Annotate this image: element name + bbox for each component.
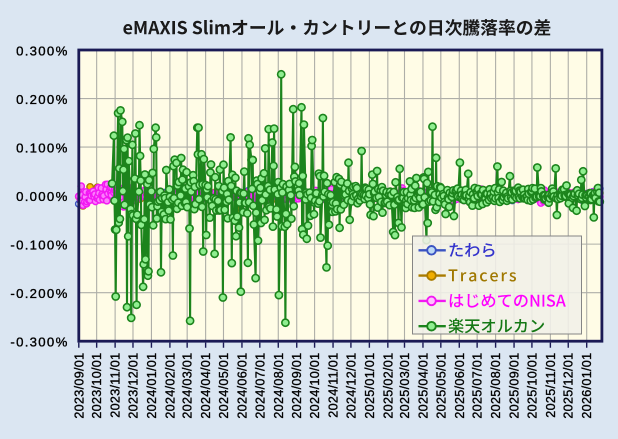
svg-text:-0.200%: -0.200% [10, 286, 68, 301]
svg-text:2025/11/01: 2025/11/01 [544, 353, 558, 418]
svg-text:2025/07/01: 2025/07/01 [471, 353, 485, 419]
svg-text:2024/01/01: 2024/01/01 [145, 353, 159, 419]
svg-text:2025/09/01: 2025/09/01 [508, 353, 522, 419]
svg-text:2023/12/01: 2023/12/01 [127, 353, 141, 419]
svg-text:0.000%: 0.000% [16, 189, 69, 204]
svg-text:2024/06/01: 2024/06/01 [235, 353, 249, 419]
svg-text:2024/04/01: 2024/04/01 [199, 353, 213, 419]
svg-text:2025/08/01: 2025/08/01 [489, 353, 503, 419]
svg-text:2024/11/01: 2024/11/01 [327, 353, 341, 418]
svg-text:2023/10/01: 2023/10/01 [90, 353, 104, 419]
svg-text:2023/11/01: 2023/11/01 [109, 353, 123, 418]
svg-text:0.300%: 0.300% [16, 44, 69, 59]
svg-text:2023/09/01: 2023/09/01 [72, 353, 86, 419]
svg-text:2025/12/01: 2025/12/01 [562, 353, 576, 419]
svg-text:2025/06/01: 2025/06/01 [453, 353, 467, 419]
svg-text:2026/01/01: 2026/01/01 [580, 353, 594, 419]
svg-text:2024/09/01: 2024/09/01 [290, 353, 304, 419]
svg-text:2024/03/01: 2024/03/01 [181, 353, 195, 419]
svg-text:2024/02/01: 2024/02/01 [163, 353, 177, 419]
svg-text:-0.300%: -0.300% [10, 335, 68, 350]
svg-text:2025/03/01: 2025/03/01 [398, 353, 412, 419]
svg-text:0.100%: 0.100% [16, 141, 69, 156]
svg-text:2025/10/01: 2025/10/01 [525, 353, 539, 419]
svg-text:0.200%: 0.200% [16, 92, 69, 107]
svg-text:2025/05/01: 2025/05/01 [434, 353, 448, 419]
svg-text:2025/04/01: 2025/04/01 [417, 353, 431, 419]
svg-text:2024/10/01: 2024/10/01 [308, 353, 322, 419]
svg-text:2024/05/01: 2024/05/01 [217, 353, 231, 419]
svg-text:-0.100%: -0.100% [10, 238, 68, 253]
svg-text:2025/02/01: 2025/02/01 [381, 353, 395, 419]
svg-text:2025/01/01: 2025/01/01 [363, 353, 377, 419]
svg-text:2024/08/01: 2024/08/01 [272, 353, 286, 419]
svg-text:2024/12/01: 2024/12/01 [344, 353, 358, 419]
svg-text:2024/07/01: 2024/07/01 [253, 353, 267, 419]
